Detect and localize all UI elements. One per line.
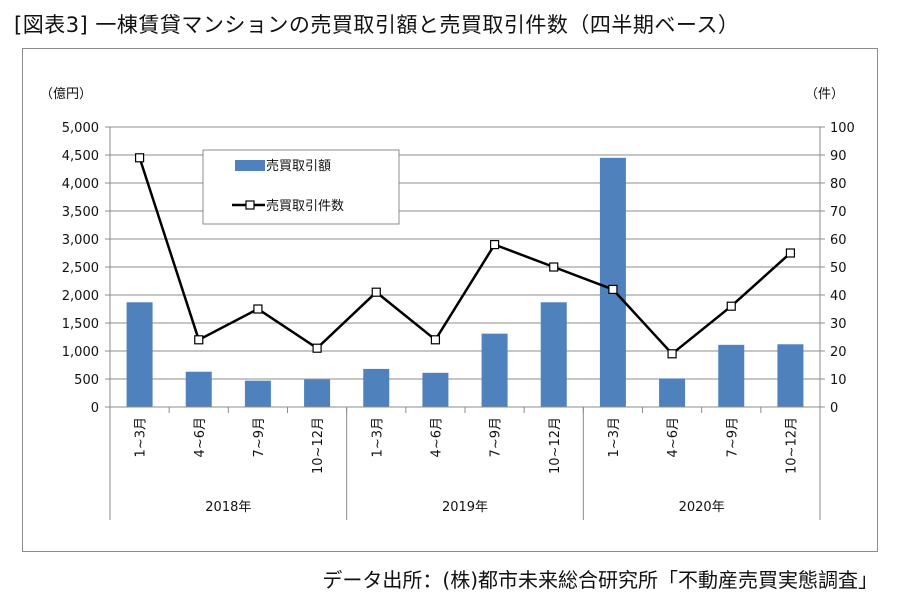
- right-tick-label: 60: [830, 233, 847, 248]
- bar: [304, 379, 331, 407]
- category-label: 10~12月: [548, 417, 563, 474]
- line-point: [194, 335, 204, 345]
- bar: [244, 380, 271, 407]
- left-tick-label: 4,500: [62, 149, 99, 164]
- right-tick-label: 50: [830, 261, 847, 276]
- bar: [422, 372, 449, 407]
- line-point: [253, 304, 263, 314]
- category-label: 10~12月: [311, 417, 326, 474]
- left-tick-label: 3,500: [62, 205, 99, 220]
- line-point: [726, 301, 736, 311]
- left-tick-label: 1,500: [62, 317, 99, 332]
- legend: 売買取引額 売買取引件数: [202, 149, 400, 225]
- category-label: 4~6月: [666, 417, 681, 457]
- line-point: [134, 153, 145, 163]
- category-label: 7~9月: [252, 417, 267, 457]
- line-point: [371, 287, 381, 297]
- right-tick-label: 30: [830, 317, 847, 332]
- right-tick-label: 80: [830, 177, 847, 192]
- group-label: 2018年: [205, 500, 251, 515]
- line-path: [138, 157, 792, 356]
- right-tick-label: 10: [830, 373, 847, 388]
- source-note: データ出所：(株)都市未来総合研究所「不動産売買実態調査」: [322, 568, 878, 592]
- bar: [777, 344, 804, 407]
- category-label: 7~9月: [489, 417, 504, 457]
- line-point: [608, 284, 618, 294]
- category-label: 1~3月: [134, 417, 149, 457]
- group-label: 2019年: [442, 500, 488, 515]
- bar: [540, 302, 567, 407]
- line-point: [489, 240, 500, 250]
- right-axis-unit: （件）: [805, 87, 844, 102]
- bar: [185, 371, 212, 407]
- tick-labels: 0 0 500 10 1,000 20 1,500 30 2,000 40 2,500 50 3,000…: [62, 121, 855, 416]
- right-tick-label: 40: [830, 289, 847, 304]
- line-point: [430, 335, 441, 345]
- line-point: [549, 262, 559, 272]
- category-label: 10~12月: [784, 417, 799, 474]
- category-label: 4~6月: [429, 417, 444, 457]
- bar: [363, 368, 390, 407]
- left-tick-label: 500: [74, 373, 99, 388]
- left-tick-label: 4,000: [62, 177, 99, 192]
- left-tick-label: 0: [91, 401, 99, 416]
- line-series: [134, 153, 796, 359]
- group-label: 2020年: [679, 500, 725, 515]
- legend-bar-swatch: [235, 160, 265, 171]
- bar: [599, 157, 626, 407]
- category-label: 4~6月: [193, 417, 208, 457]
- bar: [126, 302, 153, 407]
- line-point: [785, 248, 796, 258]
- chart-frame: [22, 48, 878, 552]
- bar: [718, 344, 745, 407]
- axes: [105, 126, 825, 520]
- line-point: [667, 349, 677, 359]
- right-tick-label: 100: [830, 121, 855, 136]
- left-tick-label: 5,000: [62, 121, 99, 136]
- chart-title: [図表3] 一棟賃貸マンションの売買取引額と売買取引件数（四半期ベース）: [14, 13, 740, 37]
- category-labels: 1~3月 4~6月 7~9月 10~12月 1~3月 4~6月 7~9月 10~12月 1~3月…: [134, 417, 800, 515]
- left-tick-label: 3,000: [62, 233, 99, 248]
- left-tick-label: 2,500: [62, 261, 99, 276]
- bar: [659, 378, 686, 407]
- legend-bar-label: 売買取引額: [266, 158, 331, 174]
- right-tick-label: 70: [830, 205, 847, 220]
- bar-series: [126, 157, 804, 407]
- left-axis-unit: （億円）: [40, 86, 92, 102]
- bar: [481, 333, 508, 407]
- left-tick-label: 1,000: [62, 345, 99, 360]
- right-tick-label: 20: [830, 345, 847, 360]
- legend-line-label: 売買取引件数: [266, 198, 344, 214]
- line-point: [312, 343, 322, 353]
- right-tick-label: 0: [830, 401, 838, 416]
- category-label: 1~3月: [370, 417, 385, 457]
- category-label: 1~3月: [607, 417, 622, 457]
- legend-line-marker: [245, 200, 255, 210]
- left-tick-label: 2,000: [62, 289, 99, 304]
- right-tick-label: 90: [830, 149, 847, 164]
- category-label: 7~9月: [725, 417, 740, 457]
